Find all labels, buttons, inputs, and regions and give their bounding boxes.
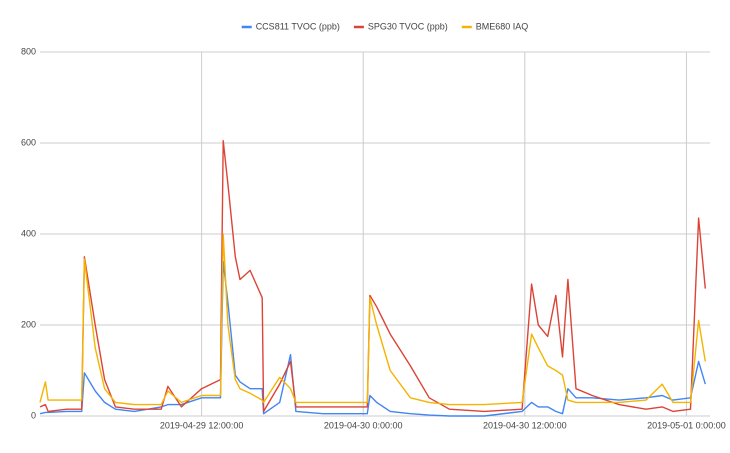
x-tick-label: 2019-04-29 12:00:00: [160, 420, 244, 430]
x-tick-label: 2019-05-01 0:00:00: [647, 420, 726, 430]
y-tick-label: 600: [21, 137, 36, 147]
series-line: [39, 233, 706, 406]
y-tick-label: 400: [21, 228, 36, 238]
y-tick-label: 800: [21, 46, 36, 56]
legend-label: CCS811 TVOC (ppb): [256, 21, 340, 31]
legend-label: BME680 IAQ: [476, 21, 529, 31]
y-tick-label: 200: [21, 319, 36, 329]
series-line: [39, 139, 706, 413]
x-tick-label: 2019-04-30 12:00:00: [483, 420, 567, 430]
series-line: [39, 260, 706, 417]
legend-label: SPG30 TVOC (ppb): [368, 21, 448, 31]
y-tick-label: 0: [31, 410, 36, 420]
x-tick-label: 2019-04-30 0:00:00: [324, 420, 403, 430]
